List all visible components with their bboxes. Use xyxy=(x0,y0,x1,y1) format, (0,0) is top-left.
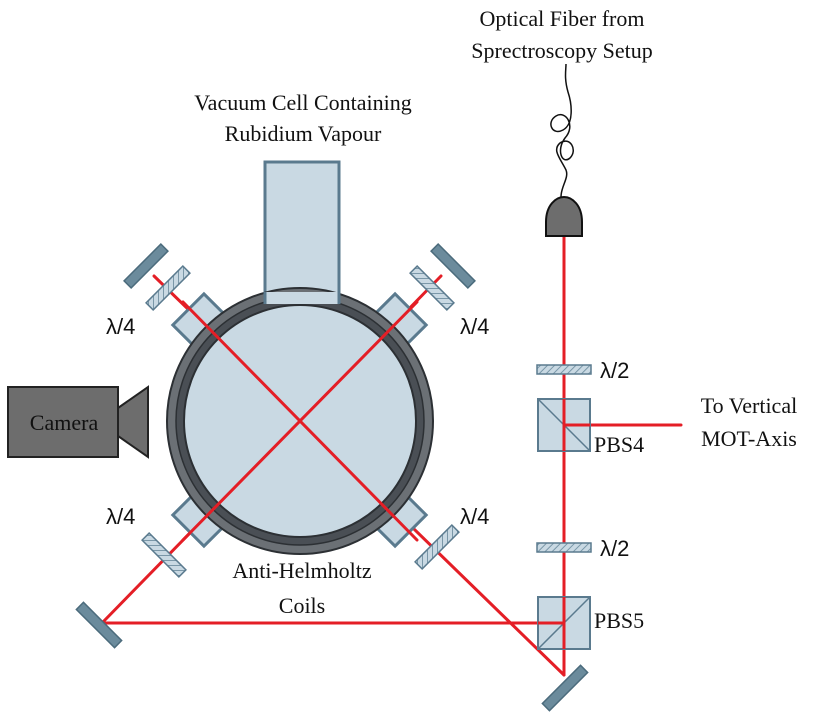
fiber-label-line1: Optical Fiber from xyxy=(480,6,645,31)
vertical-axis-label-line1: To Vertical xyxy=(701,393,797,418)
vacuum-cell-neck xyxy=(263,160,341,304)
camera: Camera xyxy=(7,385,149,459)
beam-cross-b xyxy=(181,300,419,542)
half-wave-plates xyxy=(536,364,592,553)
coils-label-line2: Coils xyxy=(279,593,325,618)
vertical-axis-label-line2: MOT-Axis xyxy=(701,426,797,451)
pbs5-label: PBS5 xyxy=(594,608,644,633)
qwp-top-right xyxy=(409,265,455,311)
qwp-bottom-right xyxy=(414,524,460,570)
camera-lens xyxy=(117,385,149,459)
camera-body xyxy=(7,386,119,458)
fiber-label-line2: Sprectroscopy Setup xyxy=(471,38,652,63)
beams-in-cell xyxy=(181,300,419,542)
hwp-bottom xyxy=(536,542,592,553)
quarter-wave-label-top-left: λ/4 xyxy=(106,314,135,339)
pbs5 xyxy=(537,596,591,650)
cell-label-line2: Rubidium Vapour xyxy=(225,121,382,146)
cell-label-line1: Vacuum Cell Containing xyxy=(194,90,412,115)
qwp-top-left xyxy=(145,265,191,311)
hwp-top xyxy=(536,364,592,375)
quarter-wave-label-bottom-left: λ/4 xyxy=(106,504,135,529)
pbs4 xyxy=(537,398,591,452)
coils-label-line1: Anti-Helmholtz xyxy=(232,558,372,583)
half-wave-label-top: λ/2 xyxy=(600,358,629,383)
mirror-top-right xyxy=(430,243,476,289)
mirror-bottom-right xyxy=(541,664,589,712)
half-wave-label-bottom: λ/2 xyxy=(600,536,629,561)
mirror-top-left xyxy=(123,243,169,289)
mirror-left-bottom xyxy=(75,601,123,649)
quarter-wave-plates xyxy=(141,265,460,578)
camera-label: Camera xyxy=(30,410,99,435)
quarter-wave-label-top-right: λ/4 xyxy=(460,314,489,339)
pbs4-label: PBS4 xyxy=(594,432,644,457)
qwp-bottom-left xyxy=(141,532,187,578)
neck-joint xyxy=(265,292,339,304)
mirrors xyxy=(75,243,589,712)
fiber-connector xyxy=(545,195,583,237)
optical-fiber-cable xyxy=(550,63,574,208)
quarter-wave-label-bottom-right: λ/4 xyxy=(460,504,489,529)
